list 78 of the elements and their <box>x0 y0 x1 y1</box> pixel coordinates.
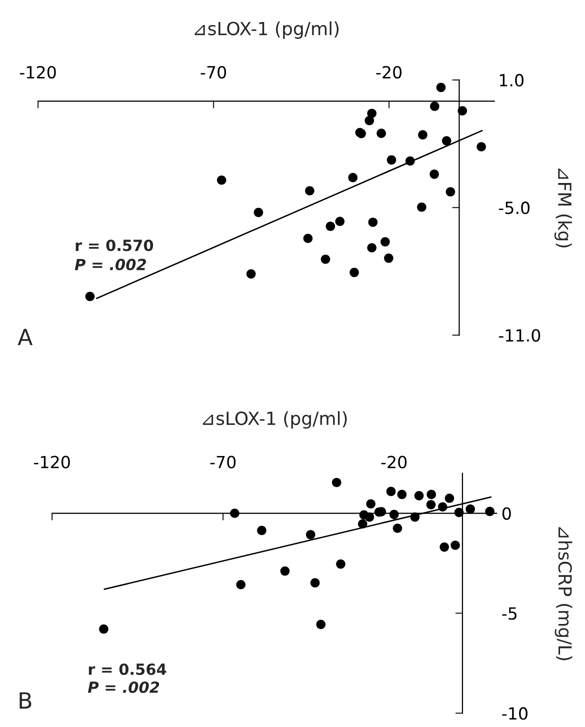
point <box>386 486 396 496</box>
point <box>306 530 316 540</box>
point <box>426 500 436 510</box>
point <box>305 186 314 196</box>
x-tick-label: -70 <box>200 66 226 79</box>
x-axis-title: ⊿sLOX-1 (pg/ml) <box>202 411 347 429</box>
point <box>364 116 374 126</box>
point <box>466 504 475 514</box>
point <box>389 510 399 520</box>
point <box>380 237 390 246</box>
point <box>418 130 428 140</box>
point <box>350 268 359 278</box>
point <box>99 624 108 634</box>
point <box>368 218 378 227</box>
y-tick-label: -10 <box>502 707 528 720</box>
point <box>384 254 394 263</box>
point <box>320 254 330 264</box>
point <box>410 512 420 522</box>
point <box>446 187 456 196</box>
point <box>230 508 240 518</box>
point <box>397 490 407 500</box>
point <box>440 542 449 552</box>
point <box>364 512 374 522</box>
point <box>348 172 358 182</box>
y-tick-label: -5 <box>502 607 517 620</box>
y-tick-label: -11.0 <box>498 329 540 342</box>
point <box>454 508 464 518</box>
x-tick-label: -20 <box>381 456 407 468</box>
x-tick-label: -20 <box>376 66 402 79</box>
x-tick-label: -120 <box>20 66 56 79</box>
point <box>358 519 368 529</box>
text: B <box>20 692 32 709</box>
point <box>386 155 396 165</box>
x-axis-title: ⊿sLOX-1 (pg/ml) <box>194 21 339 39</box>
point <box>85 292 95 302</box>
point <box>326 222 336 231</box>
annotation: P = .002 <box>74 258 146 270</box>
point <box>246 269 256 279</box>
point <box>436 82 446 92</box>
point <box>310 578 320 588</box>
y-axis-title: ⊿FM (kg) <box>554 168 572 248</box>
point <box>430 170 439 179</box>
point <box>216 175 226 185</box>
annotation: P = .002 <box>88 681 160 694</box>
point <box>450 540 460 550</box>
annotation: r = 0.564 <box>88 663 166 676</box>
point <box>280 566 290 576</box>
point <box>476 142 486 152</box>
x-tick-label: -70 <box>210 456 236 468</box>
point <box>335 216 345 226</box>
point <box>366 499 376 509</box>
annotation: r = 0.570 <box>76 240 154 252</box>
y-axis-title: ⊿hsCRP (mg/L) <box>554 527 572 660</box>
point <box>254 208 264 218</box>
point <box>392 524 402 533</box>
x-tick-label: -120 <box>34 456 70 468</box>
point <box>332 478 342 488</box>
point <box>376 128 386 138</box>
point <box>438 502 448 512</box>
point <box>405 156 415 166</box>
y-tick-label: -5.0 <box>498 202 530 214</box>
point <box>417 202 426 212</box>
point <box>442 136 452 146</box>
text: A <box>18 328 33 346</box>
point <box>257 526 266 536</box>
point <box>430 102 440 111</box>
point <box>485 506 494 516</box>
point <box>414 491 424 500</box>
point <box>236 580 246 590</box>
y-tick-label: 1.0 <box>500 74 524 87</box>
point <box>444 494 454 503</box>
point <box>367 243 376 252</box>
point <box>426 490 436 500</box>
point <box>303 234 313 244</box>
point <box>458 106 468 116</box>
point <box>336 559 346 569</box>
point <box>316 620 326 630</box>
y-tick-label: 0 <box>502 507 511 520</box>
